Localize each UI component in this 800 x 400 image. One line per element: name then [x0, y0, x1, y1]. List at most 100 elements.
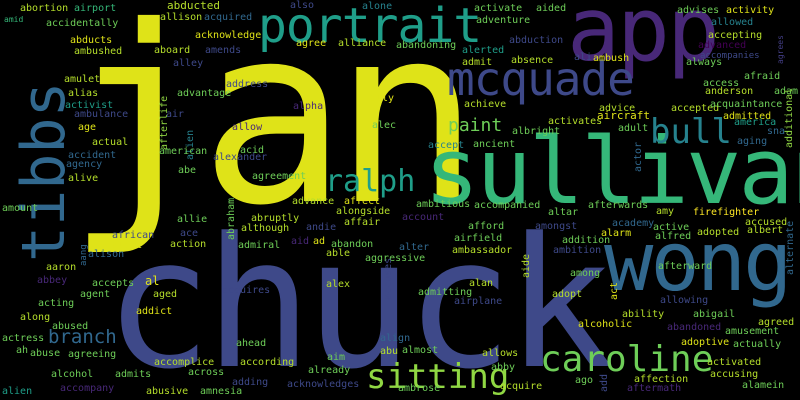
- word-already: already: [308, 365, 351, 376]
- word-actor: actor: [633, 141, 644, 172]
- word-across: across: [188, 367, 225, 378]
- word-acknowledges: acknowledges: [287, 379, 360, 390]
- word-abducted: abducted: [167, 0, 220, 12]
- word-advises: advises: [677, 5, 720, 16]
- word-alert: alert: [112, 240, 143, 251]
- word-airfield: airfield: [454, 233, 503, 244]
- word-bull: bull: [650, 112, 732, 152]
- word-alamein: alamein: [742, 380, 785, 391]
- word-adopt: adopt: [552, 289, 583, 300]
- word-accompanied: accompanied: [474, 200, 541, 211]
- word-abigail: abigail: [693, 309, 736, 320]
- word-always: always: [686, 57, 723, 68]
- word-accidentally: accidentally: [46, 18, 119, 29]
- word-account: account: [402, 212, 445, 223]
- word-alexander: alexander: [213, 152, 268, 163]
- word-amulet: amulet: [64, 74, 101, 85]
- word-ambitious: ambitious: [416, 199, 471, 210]
- word-chuck: chuck: [104, 200, 614, 400]
- word-admit: admit: [462, 57, 493, 68]
- word-agrees: agrees: [776, 35, 785, 64]
- word-activity: activity: [726, 5, 775, 16]
- word-al: al: [145, 274, 160, 288]
- word-agent: agent: [80, 289, 111, 300]
- word-alliance: alliance: [338, 38, 387, 49]
- word-active: active: [653, 222, 690, 233]
- word-admitted: admitted: [723, 111, 772, 122]
- word-ancient: ancient: [473, 139, 516, 150]
- word-alone: alone: [362, 1, 393, 12]
- word-alley: alley: [173, 58, 204, 69]
- word-aftermath: aftermath: [627, 383, 682, 394]
- word-alec: alec: [372, 120, 397, 131]
- word-abandoned: abandoned: [667, 322, 722, 333]
- word-allison: allison: [160, 12, 203, 23]
- word-ability: ability: [622, 309, 665, 320]
- word-wong: wong: [604, 215, 792, 310]
- word-albright: albright: [512, 126, 561, 137]
- word-access: access: [703, 78, 740, 89]
- word-sitting: sitting: [366, 357, 510, 397]
- word-abducts: abducts: [70, 35, 113, 46]
- word-admitting: admitting: [418, 287, 473, 298]
- word-allowing: allowing: [660, 295, 709, 306]
- word-adventure: adventure: [476, 15, 531, 26]
- word-agreement: agreement: [252, 171, 307, 182]
- word-ace: ace: [180, 228, 199, 239]
- word-amount: amount: [2, 203, 39, 214]
- word-alison: alison: [88, 249, 125, 260]
- word-caroline: caroline: [540, 339, 714, 380]
- word-acquaintance: acquaintance: [710, 99, 783, 110]
- word-acquired: acquired: [204, 12, 253, 23]
- word-agree: agree: [296, 38, 327, 49]
- word-amid: amid: [4, 15, 24, 24]
- word-ambassador: ambassador: [452, 245, 513, 256]
- word-aide: aide: [521, 253, 532, 278]
- word-additional: additional: [784, 87, 795, 148]
- word-african: african: [112, 230, 155, 241]
- word-achieve: achieve: [464, 99, 507, 110]
- word-acquire: acquire: [500, 381, 543, 392]
- word-allow: allow: [232, 122, 263, 133]
- word-advantage: advantage: [177, 88, 232, 99]
- word-alcoholic: alcoholic: [578, 319, 633, 330]
- word-absence: absence: [511, 55, 554, 66]
- word-afraid: afraid: [744, 71, 781, 82]
- word-accusing: accusing: [710, 369, 759, 380]
- word-although: although: [241, 223, 290, 234]
- word-abused: abused: [52, 321, 89, 332]
- word-advanced: advanced: [698, 40, 747, 51]
- word-also: also: [290, 0, 315, 11]
- word-abandon: abandon: [331, 239, 374, 250]
- word-andie: andie: [306, 222, 337, 233]
- word-allows: allows: [482, 348, 519, 359]
- word-accepting: accepting: [708, 30, 763, 41]
- word-actress: actress: [2, 333, 45, 344]
- word-addition: addition: [562, 235, 611, 246]
- word-sullivan: sullivan: [424, 118, 800, 225]
- word-accomplice: accomplice: [154, 357, 215, 368]
- word-acquires: acquires: [222, 285, 271, 296]
- word-jan: jan: [66, 0, 480, 259]
- word-ambrose: ambrose: [398, 383, 441, 394]
- word-acid: acid: [240, 145, 265, 156]
- word-alongside: alongside: [336, 206, 391, 217]
- word-act: act: [609, 281, 620, 300]
- word-accept: accept: [428, 140, 465, 151]
- word-paint: paint: [448, 115, 503, 136]
- word-along: along: [20, 312, 51, 323]
- word-amusement: amusement: [725, 326, 780, 337]
- word-aboard: aboard: [154, 45, 191, 56]
- word-amy: amy: [656, 206, 675, 217]
- word-adult: adult: [618, 123, 649, 134]
- word-accepts: accepts: [92, 278, 135, 289]
- word-admits: admits: [115, 369, 152, 380]
- word-accompanies: accompanies: [700, 51, 760, 61]
- word-ambushed: ambushed: [74, 46, 123, 57]
- word-afterwards: afterwards: [588, 200, 649, 211]
- word-abusive: abusive: [146, 386, 189, 397]
- word-abruptly: abruptly: [251, 213, 300, 224]
- word-abe: abe: [178, 165, 197, 176]
- word-altar: altar: [548, 207, 579, 218]
